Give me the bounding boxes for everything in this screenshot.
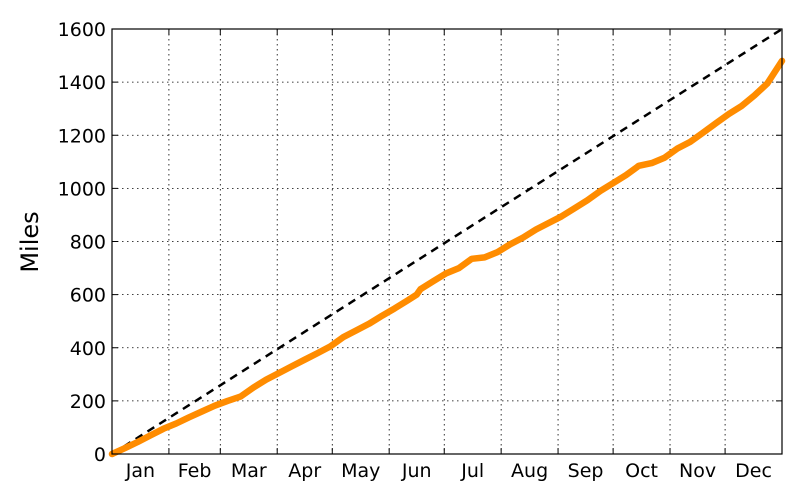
x-tick-label: Nov [679,460,716,482]
actual-miles-line [108,57,786,458]
y-tick-label: 1600 [58,19,106,41]
y-tick-label: 0 [94,444,106,466]
y-tick-label: 1200 [58,125,106,147]
goal-pace-line [111,27,783,456]
x-tick-label: Jun [401,460,432,482]
goal-line [111,27,783,456]
x-tick-label: Aug [511,460,548,482]
y-axis-ticks: 0 200 400 600 800 1000 1200 1400 1600 [58,19,782,466]
x-tick-label: Jan [125,460,155,482]
x-tick-label: Apr [288,460,321,482]
y-tick-label: 1400 [58,72,106,94]
x-tick-label: Mar [231,460,267,482]
x-tick-label: Sep [568,460,604,482]
y-tick-label: 200 [70,391,106,413]
x-tick-label: Oct [625,460,658,482]
x-tick-label: May [341,460,380,482]
y-tick-label: 400 [70,338,106,360]
x-tick-label: Feb [178,460,212,482]
y-axis-label: Miles [16,211,44,272]
x-tick-label: Jul [460,460,484,482]
y-tick-label: 1000 [58,178,106,200]
x-axis-ticks: Jan Feb Mar Apr May Jun Jul Aug Sep Oct Nov Dec [125,29,772,482]
y-tick-label: 800 [70,232,106,254]
actual-line [108,57,786,458]
y-tick-label: 600 [70,285,106,307]
x-tick-label: Dec [735,460,772,482]
